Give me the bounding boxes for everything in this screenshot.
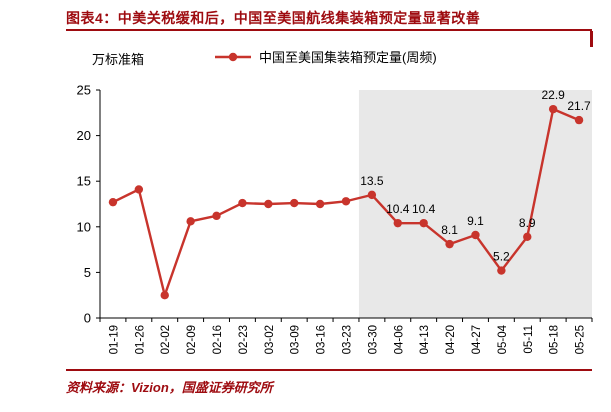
svg-text:03-09: 03-09 [290,325,302,354]
svg-text:04-20: 04-20 [445,325,457,354]
svg-text:22.9: 22.9 [541,88,565,102]
svg-text:04-13: 04-13 [419,325,431,354]
svg-text:8.1: 8.1 [441,223,458,237]
svg-text:9.1: 9.1 [467,214,484,228]
svg-text:05-11: 05-11 [523,325,535,354]
svg-text:03-30: 03-30 [367,325,379,354]
svg-text:02-23: 02-23 [238,325,250,354]
svg-text:10.4: 10.4 [412,202,436,216]
source-note: 资料来源：Vizion，国盛证券研究所 [66,380,273,395]
svg-text:15: 15 [77,174,91,189]
legend-series-label: 中国至美国集装箱预定量(周频) [259,50,437,65]
svg-text:8.9: 8.9 [519,216,536,230]
svg-text:02-02: 02-02 [160,325,172,354]
right-border-tick [590,31,593,47]
svg-text:02-09: 02-09 [186,325,198,354]
svg-text:13.5: 13.5 [360,174,384,188]
svg-text:01-19: 01-19 [108,325,120,354]
title-divider [66,29,592,31]
svg-text:5: 5 [84,265,91,280]
legend: 中国至美国集装箱预定量(周频) [214,47,437,66]
svg-text:03-23: 03-23 [342,325,354,354]
svg-text:03-02: 03-02 [264,325,276,354]
y-axis-unit-label: 万标准箱 [92,52,145,67]
legend-line-marker-icon [215,52,251,61]
svg-text:20: 20 [77,128,91,143]
svg-text:5.2: 5.2 [493,250,510,264]
source-divider [66,369,592,371]
svg-text:10: 10 [77,219,91,234]
svg-text:04-27: 04-27 [471,325,483,354]
svg-text:0: 0 [84,311,91,326]
svg-text:02-16: 02-16 [212,325,224,354]
figure-title: 图表4：中美关税缓和后，中国至美国航线集装箱预定量显著改善 [66,10,481,26]
svg-text:05-25: 05-25 [575,325,587,354]
svg-text:04-06: 04-06 [393,325,405,354]
svg-text:10.4: 10.4 [386,202,410,216]
svg-text:25: 25 [77,83,91,98]
svg-text:03-16: 03-16 [316,325,328,354]
svg-text:01-26: 01-26 [134,325,146,354]
svg-text:05-04: 05-04 [497,324,509,354]
svg-text:21.7: 21.7 [567,99,591,113]
svg-text:05-18: 05-18 [549,325,561,354]
